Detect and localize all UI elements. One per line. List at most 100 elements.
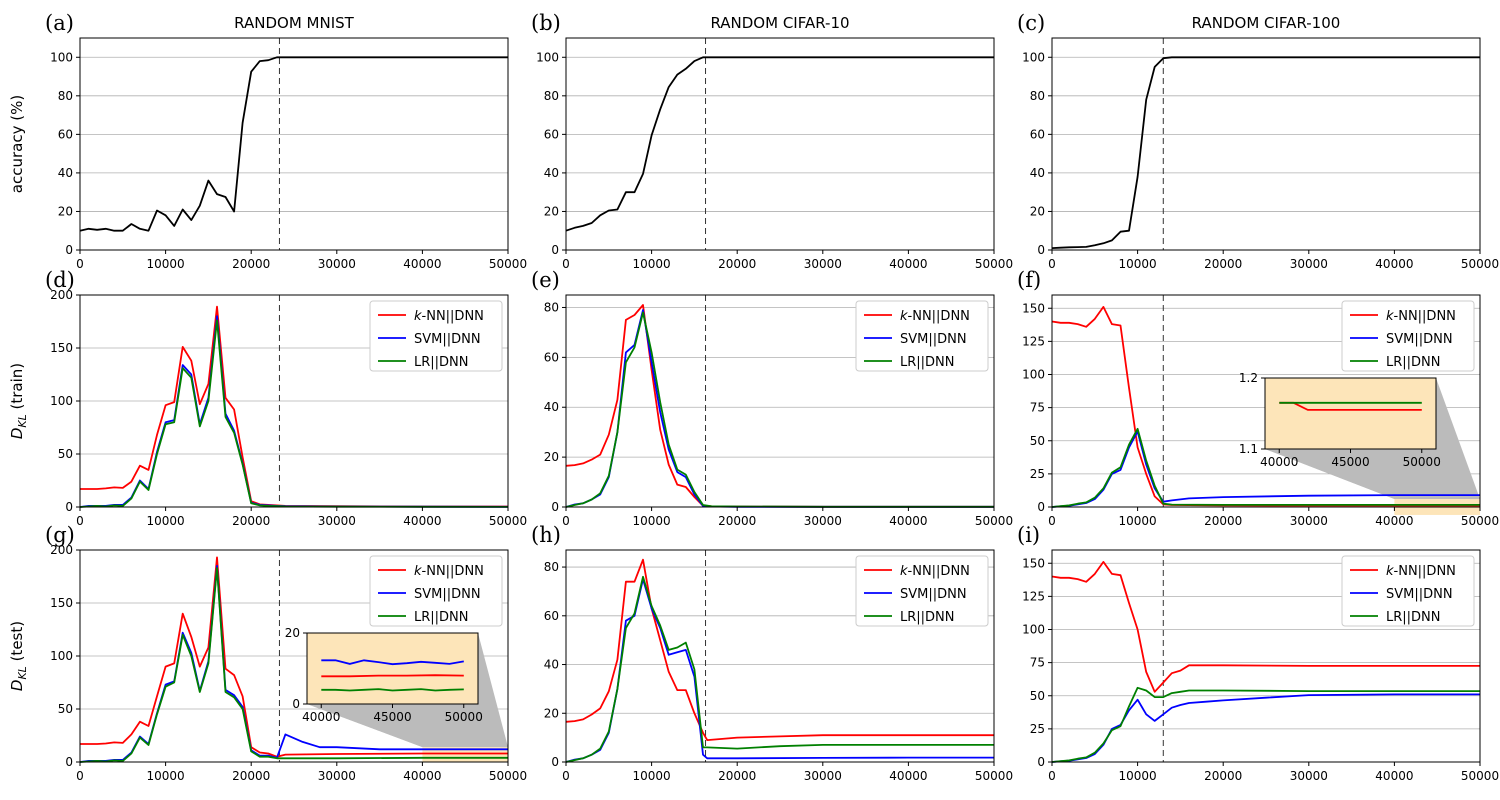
x-tick-label: 30000 <box>804 514 842 528</box>
inset-x-tick-label: 40000 <box>302 710 340 724</box>
panel-label: (d) <box>45 268 75 292</box>
legend-box <box>855 555 989 627</box>
legend-label: k-NN||DNN <box>414 309 484 324</box>
y-tick-label: 40 <box>58 166 73 180</box>
legend-box <box>369 300 503 372</box>
series-line-accuracy <box>565 56 994 232</box>
y-tick-label: 125 <box>1022 589 1045 603</box>
x-tick-label: 40000 <box>1375 769 1413 783</box>
inset-x-tick-label: 45000 <box>373 710 411 724</box>
x-tick-label: 20000 <box>718 769 756 783</box>
ylabel-sub: KL <box>16 414 29 427</box>
x-tick-label: 10000 <box>1119 769 1157 783</box>
inset-series-line <box>321 688 464 692</box>
x-tick-label: 20000 <box>1204 769 1242 783</box>
x-tick-label: 30000 <box>318 257 356 271</box>
x-tick-label: 0 <box>76 257 84 271</box>
y-tick-label: 25 <box>1030 467 1045 481</box>
x-tick-label: 30000 <box>318 769 356 783</box>
legend-rest: -NN||DNN <box>422 309 484 324</box>
x-tick-label: 50000 <box>975 257 1013 271</box>
x-tick-label: 20000 <box>1204 257 1242 271</box>
inset-y-tick-label: 20 <box>285 626 300 640</box>
y-tick-label: 100 <box>50 649 73 663</box>
x-tick-label: 0 <box>76 514 84 528</box>
inset-connector <box>307 704 508 748</box>
x-tick-label: 40000 <box>1375 514 1413 528</box>
y-tick-label: 60 <box>58 127 73 141</box>
ylabel-rest: (train) <box>8 363 26 414</box>
inset-x-tick-label: 50000 <box>1403 455 1441 469</box>
legend-label: SVM||DNN <box>1386 332 1453 347</box>
panel-title: RANDOM CIFAR-100 <box>1192 14 1341 32</box>
y-tick-label: 75 <box>1030 401 1045 415</box>
y-tick-label: 25 <box>1030 722 1045 736</box>
x-tick-label: 0 <box>76 769 84 783</box>
y-tick-label: 60 <box>544 609 559 623</box>
legend-rest: -NN||DNN <box>1394 564 1456 579</box>
series-line-lr-dnn <box>565 311 994 508</box>
x-tick-label: 30000 <box>804 257 842 271</box>
y-tick-label: 150 <box>50 596 73 610</box>
legend-label: k-NN||DNN <box>900 309 970 324</box>
panel-label: (c) <box>1017 11 1045 35</box>
legend-box <box>1341 300 1475 372</box>
y-tick-label: 0 <box>551 755 559 769</box>
legend-rest: -NN||DNN <box>422 564 484 579</box>
y-tick-label: 0 <box>551 243 559 257</box>
panel-i: 0 10000 20000 30000 40000 50000 0 25 50 75 100 125 1… <box>1017 523 1499 783</box>
y-tick-label: 50 <box>58 447 73 461</box>
axes-frame <box>565 294 995 508</box>
y-tick-label: 20 <box>544 204 559 218</box>
inset-f: 40000 45000 50000 1.1 1.2 <box>1239 371 1441 469</box>
legend-k: k <box>900 309 908 324</box>
inset-series-line <box>321 659 464 666</box>
x-tick-label: 20000 <box>232 514 270 528</box>
axes-frame <box>1051 37 1481 251</box>
y-tick-label: 0 <box>551 500 559 514</box>
y-tick-label: 20 <box>58 204 73 218</box>
panel-g: 0 10000 20000 30000 40000 50000050100150200(g… <box>8 523 527 783</box>
panel-label: (i) <box>1017 523 1040 547</box>
y-tick-label: 0 <box>65 243 73 257</box>
legend-label: SVM||DNN <box>900 332 967 347</box>
x-tick-label: 30000 <box>1290 769 1328 783</box>
x-tick-label: 10000 <box>1119 514 1157 528</box>
panel-label: (e) <box>531 268 560 292</box>
x-tick-label: 40000 <box>889 514 927 528</box>
y-tick-label: 100 <box>1022 50 1045 64</box>
panel-label: (f) <box>1017 268 1041 292</box>
legend-label: LR||DNN <box>900 355 955 370</box>
y-tick-label: 50 <box>1030 689 1045 703</box>
legend-k: k <box>414 309 422 324</box>
legend-label: SVM||DNN <box>1386 587 1453 602</box>
legend-label: LR||DNN <box>1386 355 1441 370</box>
y-tick-label: 20 <box>544 450 559 464</box>
x-tick-label: 40000 <box>403 769 441 783</box>
y-tick-label: 150 <box>1022 556 1045 570</box>
x-tick-label: 10000 <box>633 257 671 271</box>
x-tick-label: 0 <box>562 769 570 783</box>
axes-frame <box>565 37 995 251</box>
legend-k: k <box>900 564 908 579</box>
legend-box <box>1341 555 1475 627</box>
legend-label: k-NN||DNN <box>414 564 484 579</box>
legend-box <box>369 555 503 627</box>
y-tick-label: 60 <box>544 127 559 141</box>
x-tick-label: 50000 <box>489 257 527 271</box>
x-tick-label: 50000 <box>1461 769 1499 783</box>
panel-title: RANDOM MNIST <box>234 14 354 32</box>
series-line-lr-dnn <box>1051 427 1480 508</box>
y-tick-label: 125 <box>1022 334 1045 348</box>
y-tick-label: 40 <box>544 166 559 180</box>
legend-label: k-NN||DNN <box>1386 564 1456 579</box>
x-tick-label: 30000 <box>804 769 842 783</box>
y-tick-label: 100 <box>536 50 559 64</box>
series-line-k-nn-dnn <box>565 558 994 741</box>
inset-y-tick-label: 1.1 <box>1239 442 1258 456</box>
y-tick-label: 200 <box>50 288 73 302</box>
inset-series-line <box>321 674 464 678</box>
y-tick-label: 80 <box>1030 89 1045 103</box>
x-tick-label: 50000 <box>975 514 1013 528</box>
x-tick-label: 40000 <box>403 257 441 271</box>
